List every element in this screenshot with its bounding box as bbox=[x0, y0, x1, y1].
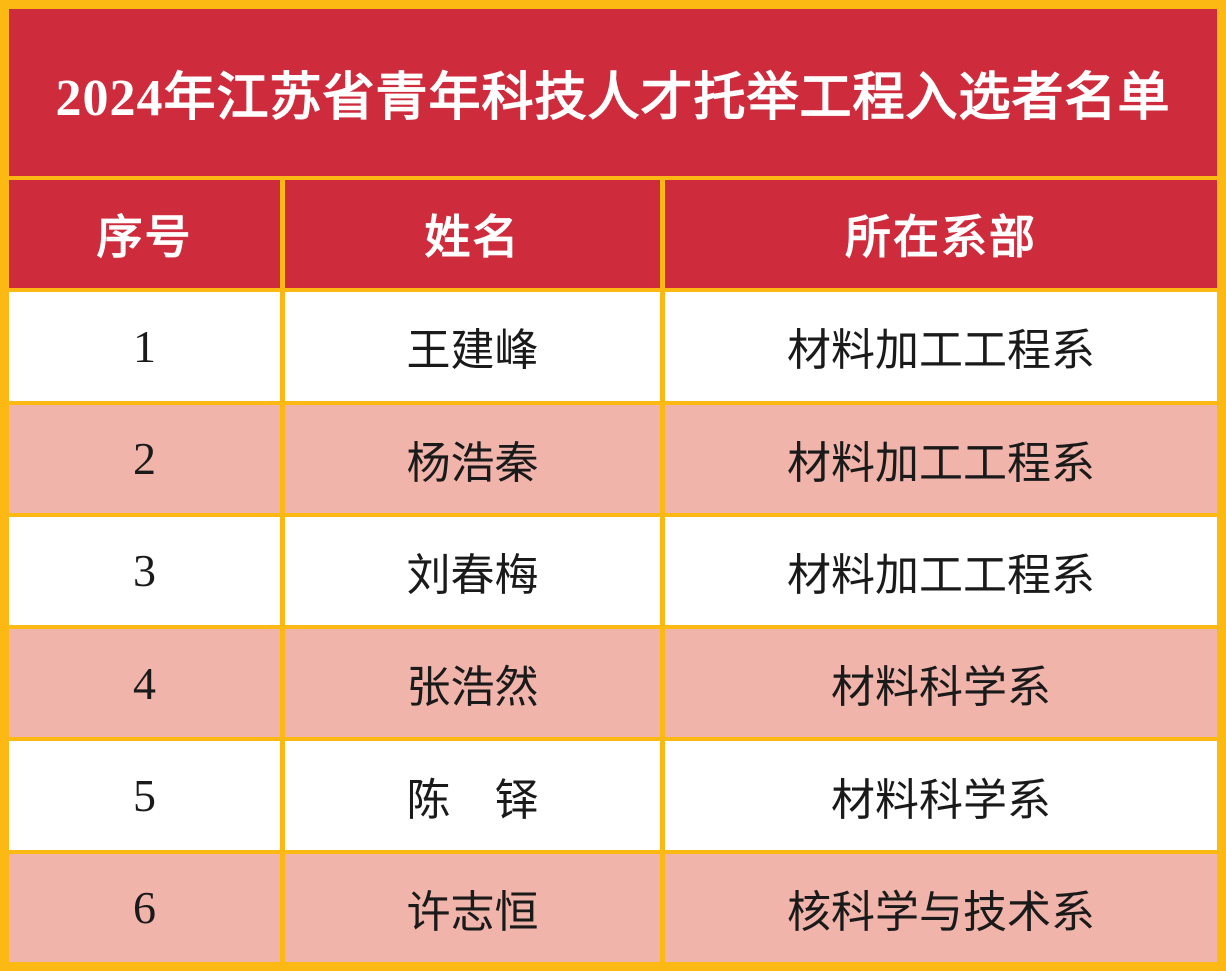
cell-name: 王建峰 bbox=[285, 292, 660, 401]
cell-department: 材料科学系 bbox=[665, 741, 1217, 850]
cell-name: 刘春梅 bbox=[285, 516, 660, 626]
cell-name: 杨浩秦 bbox=[285, 404, 660, 513]
cell-department: 核科学与技术系 bbox=[665, 853, 1217, 962]
table-row: 3 刘春梅 材料加工工程系 bbox=[9, 516, 1217, 626]
cell-index: 1 bbox=[9, 292, 280, 401]
cell-department: 材料科学系 bbox=[665, 629, 1217, 738]
column-header-name: 姓名 bbox=[285, 180, 660, 289]
table-row: 6 许志恒 核科学与技术系 bbox=[9, 853, 1217, 962]
column-header-index: 序号 bbox=[9, 180, 280, 289]
table-row: 5 陈 铎 材料科学系 bbox=[9, 741, 1217, 850]
cell-name: 陈 铎 bbox=[285, 741, 660, 850]
cell-index: 6 bbox=[9, 853, 280, 962]
table-row: 4 张浩然 材料科学系 bbox=[9, 629, 1217, 738]
cell-name: 许志恒 bbox=[285, 853, 660, 962]
table-header-row: 序号 姓名 所在系部 bbox=[9, 180, 1217, 289]
cell-index: 4 bbox=[9, 629, 280, 738]
cell-index: 2 bbox=[9, 404, 280, 513]
cell-department: 材料加工工程系 bbox=[665, 516, 1217, 626]
cell-index: 3 bbox=[9, 516, 280, 626]
cell-department: 材料加工工程系 bbox=[665, 404, 1217, 513]
table-row: 1 王建峰 材料加工工程系 bbox=[9, 292, 1217, 401]
cell-index: 5 bbox=[9, 741, 280, 850]
cell-department: 材料加工工程系 bbox=[665, 292, 1217, 401]
table-row: 2 杨浩秦 材料加工工程系 bbox=[9, 404, 1217, 513]
page-title: 2024年江苏省青年科技人才托举工程入选者名单 bbox=[9, 9, 1217, 176]
cell-name: 张浩然 bbox=[285, 629, 660, 738]
column-header-department: 所在系部 bbox=[665, 180, 1217, 289]
